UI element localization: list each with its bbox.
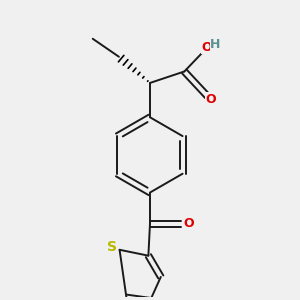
Text: S: S	[107, 240, 117, 254]
Text: O: O	[202, 41, 212, 54]
Text: H: H	[210, 38, 220, 50]
Text: O: O	[183, 217, 194, 230]
Text: O: O	[206, 93, 217, 106]
